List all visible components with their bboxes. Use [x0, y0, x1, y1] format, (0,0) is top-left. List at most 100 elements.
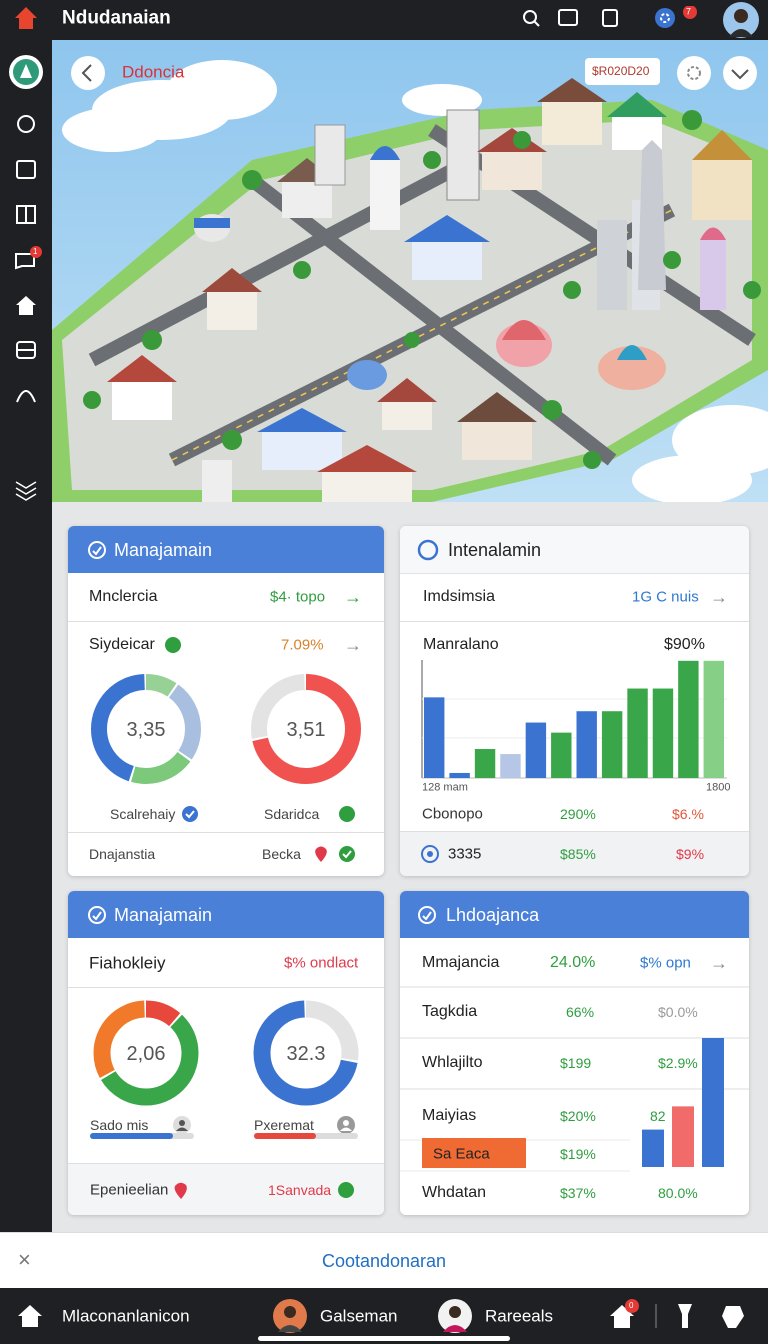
- row-value: $% ondlact: [284, 954, 359, 972]
- back-button[interactable]: [70, 55, 106, 91]
- row-value: 1G C nuis: [632, 588, 699, 606]
- row-value: $37%: [560, 1185, 596, 1201]
- chart-title: Manralano: [423, 636, 499, 653]
- user-icon: [173, 1116, 191, 1134]
- bar: [678, 660, 699, 778]
- card-header: Manajamain: [68, 526, 384, 573]
- bar: [642, 1129, 664, 1167]
- nav-item[interactable]: Mlaconanlanicon: [62, 1306, 190, 1326]
- row-label: Cbonopo: [422, 805, 483, 823]
- check-badge: [182, 806, 198, 822]
- map-panel: Ddoncia $R020D20: [52, 40, 768, 502]
- footer-value: $85%: [560, 846, 596, 862]
- footer-icons: [315, 846, 355, 862]
- divider: [68, 987, 384, 988]
- footer-value: $9%: [676, 846, 705, 862]
- donut-center: 2,06: [127, 1043, 166, 1065]
- row-label: Whdatan: [422, 1184, 487, 1201]
- row-arrow[interactable]: →: [344, 635, 362, 655]
- donut-segment: [93, 1000, 199, 1106]
- card: Lhdoajanca Mmajancia 24.0% $% opn Tagkdia 66…: [400, 891, 749, 1215]
- bar: [672, 1106, 694, 1167]
- donut-segment: [91, 674, 201, 784]
- bar: [652, 688, 674, 778]
- nav-home-icon[interactable]: [16, 1302, 44, 1330]
- map-code: $R020D20: [592, 64, 650, 78]
- row-label: Siydeicar: [89, 636, 155, 653]
- card-footer: [400, 831, 749, 876]
- row-arrow[interactable]: →: [344, 587, 362, 607]
- footer-label: 3335: [448, 845, 482, 863]
- nav-bar: Mlaconanlanicon Galseman Rareeals 0: [0, 1288, 768, 1344]
- bar: [601, 711, 623, 778]
- footer-icon: [421, 845, 439, 863]
- footer-label: Becka: [262, 846, 301, 862]
- card-footer: [68, 1164, 384, 1215]
- card-title: Manajamain: [114, 905, 213, 925]
- bar: [702, 1038, 724, 1167]
- row-value: 66%: [566, 1004, 595, 1020]
- donut-chart: 3,35: [91, 674, 201, 784]
- row-value: $% opn: [640, 954, 691, 972]
- nav-item[interactable]: Galseman: [320, 1306, 398, 1326]
- bottom-bar: × Cootandonaran: [0, 1232, 768, 1289]
- x-label: 128 mam: [422, 781, 468, 794]
- divider: [68, 832, 384, 833]
- collapse-button[interactable]: [722, 55, 758, 91]
- donut-segment: [253, 1000, 359, 1106]
- row-value: 80.0%: [658, 1185, 698, 1201]
- footer-label: Dnajanstia: [89, 846, 156, 862]
- avatar[interactable]: [722, 1, 760, 39]
- donut-label: Sdaridca: [264, 806, 320, 822]
- row-value: 82: [650, 1108, 666, 1124]
- nav-item[interactable]: Rareeals: [485, 1306, 554, 1326]
- row-arrow[interactable]: →: [710, 953, 728, 973]
- donut-segment: [253, 1000, 359, 1106]
- bar: [424, 697, 445, 778]
- donut-label: Pxeremat: [254, 1117, 314, 1133]
- app-title: Ndudanaian: [62, 7, 171, 29]
- donut-segment: [91, 674, 201, 784]
- bar: [703, 660, 724, 778]
- bar: [474, 749, 496, 778]
- row-label: Whlajilto: [422, 1054, 483, 1071]
- card: Manajamain Fiahokleiy $% ondlact Sado mi…: [68, 891, 384, 1215]
- card: Intenalamin Imdsimsia 1G C nuis → Manral…: [400, 526, 749, 876]
- bar: [627, 688, 648, 778]
- map-code-pill[interactable]: [585, 58, 660, 85]
- home-icon[interactable]: [12, 4, 40, 32]
- check-icon: [88, 541, 106, 559]
- check-icon: [88, 906, 106, 924]
- header-icons: [523, 6, 697, 28]
- divider: [400, 621, 749, 622]
- card-title: Intenalamin: [448, 540, 542, 560]
- progress-fill: [254, 1133, 317, 1139]
- mini-bar-chart: [400, 986, 749, 1172]
- home-indicator: [258, 1336, 510, 1341]
- donut-segment: [91, 674, 201, 784]
- close-button[interactable]: ×: [18, 1247, 31, 1272]
- divider: [68, 1163, 384, 1164]
- row-value: 290%: [560, 806, 596, 822]
- notification-badge: 7: [686, 6, 692, 17]
- donut-center: 32.3: [287, 1043, 326, 1065]
- donut-label: Scalrehaiy: [110, 806, 176, 822]
- bar: [551, 732, 572, 778]
- row-arrow[interactable]: →: [710, 587, 728, 607]
- row-value: $19%: [560, 1146, 596, 1162]
- footer-label: Epenieelian: [90, 1181, 169, 1199]
- settings-button[interactable]: [676, 55, 712, 91]
- donut-chart: 32.3: [253, 1000, 359, 1106]
- row-value: 24.0%: [550, 954, 596, 971]
- donut-segment: [91, 674, 201, 784]
- row-label: Maiyias: [422, 1107, 477, 1124]
- donut-chart: 2,06: [93, 1000, 199, 1106]
- row-value: $199: [560, 1055, 592, 1071]
- nav-icons: [610, 1299, 744, 1328]
- circle-icon: [417, 539, 439, 561]
- top-bar: Ndudanaian 7: [0, 0, 768, 40]
- row-value: $4· topo: [270, 588, 326, 606]
- bottom-label[interactable]: Cootandonaran: [321, 1251, 447, 1271]
